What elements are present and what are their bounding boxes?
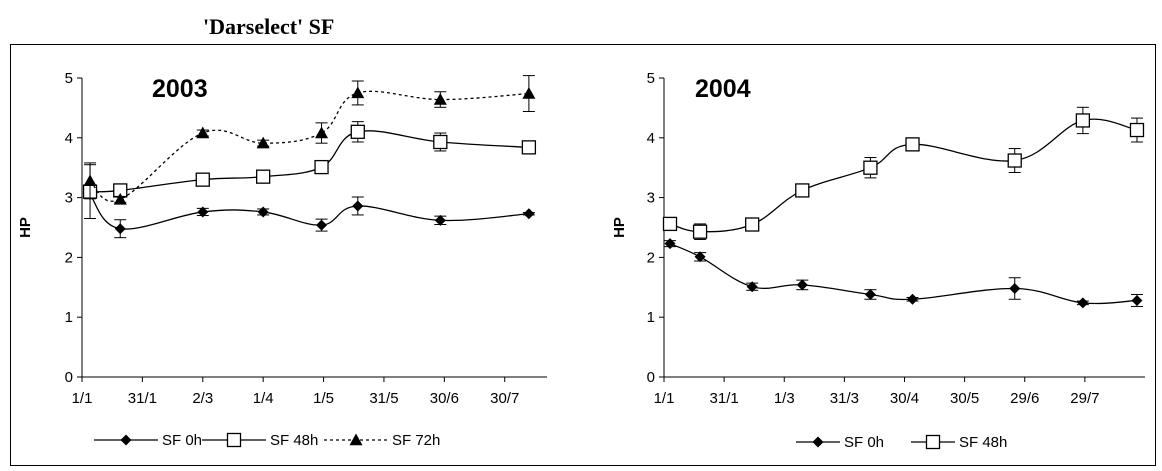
y-tick-label: 0: [65, 369, 73, 386]
data-point: [113, 192, 127, 205]
data-point: [1075, 113, 1091, 128]
data-point: [83, 174, 97, 187]
legend: SF 0h SF 48h SF 72h: [94, 432, 440, 449]
x-tick-label: 30/6: [430, 390, 459, 407]
x-tick-label: 30/7: [490, 390, 519, 407]
legend-marker: [812, 436, 824, 448]
legend-label: SF 0h: [162, 432, 202, 449]
figure-frame: [10, 44, 1156, 466]
x-tick-label: 30/4: [890, 390, 919, 407]
legend-marker: [120, 434, 132, 446]
data-point: [1129, 122, 1145, 138]
data-point: [257, 206, 269, 218]
data-point: [314, 159, 329, 175]
series-line: [669, 118, 1138, 233]
series-line: [90, 130, 529, 193]
legend-label: SF 0h: [844, 434, 884, 451]
data-point: [863, 160, 878, 175]
chart-title: 2004: [695, 75, 751, 103]
data-point: [522, 87, 536, 99]
data-point: [315, 126, 329, 139]
data-point: [745, 217, 760, 232]
y-tick-label: 3: [647, 190, 655, 207]
series-line: [89, 90, 529, 202]
data-point: [352, 200, 364, 212]
y-axis-label: HP: [611, 217, 628, 238]
y-tick-label: 0: [647, 369, 655, 386]
y-tick-label: 5: [65, 70, 73, 87]
data-point: [746, 281, 758, 293]
y-tick-label: 5: [647, 70, 655, 87]
y-tick-label: 1: [65, 309, 73, 326]
chart-title: 2003: [152, 75, 208, 103]
data-point: [1131, 294, 1143, 306]
data-point: [796, 279, 808, 291]
legend: SF 0h SF 48h: [796, 434, 1007, 451]
data-point: [521, 140, 537, 155]
data-point: [196, 126, 210, 139]
data-point: [523, 208, 535, 220]
data-point: [907, 293, 919, 305]
y-tick-label: 4: [647, 130, 655, 147]
legend-marker: [925, 434, 941, 450]
data-point: [433, 134, 448, 150]
x-tick-label: 2/3: [192, 390, 213, 407]
data-point: [795, 183, 810, 198]
figure-title: 'Darselect' SF: [203, 14, 335, 39]
series-sf-0h: [664, 238, 1143, 309]
legend-marker: [349, 433, 363, 446]
data-point: [1007, 153, 1022, 168]
data-point: [662, 216, 678, 232]
data-point: [664, 238, 676, 250]
legend-label: SF 72h: [392, 432, 440, 449]
y-tick-label: 4: [65, 130, 73, 147]
x-tick-label: 1/3: [774, 390, 795, 407]
x-tick-label: 29/6: [1010, 390, 1039, 407]
x-tick-label: 31/1: [710, 390, 739, 407]
y-tick-label: 2: [647, 249, 655, 266]
x-tick-label: 1/1: [72, 390, 93, 407]
data-point: [195, 172, 210, 187]
legend-marker: [226, 432, 242, 448]
x-tick-label: 29/7: [1070, 390, 1099, 407]
chart-2: 0 1 2 3 4 5 1/1 31/1 1/3 31/3 30/4 30/5 29/6 29/7 2004…: [611, 70, 1145, 451]
data-point: [1077, 297, 1089, 309]
chart-1: 0 1 2 3 4 5 1/1 31/1 2/3 1/4 1/5 31/5 30/6 30/7 2003 HP…: [17, 70, 547, 449]
data-point: [864, 288, 876, 300]
data-point: [350, 124, 365, 139]
legend-label: SF 48h: [270, 432, 318, 449]
data-point: [692, 224, 708, 239]
data-point: [256, 169, 271, 184]
series-sf-48h: [662, 106, 1145, 240]
data-point: [197, 206, 209, 218]
data-point: [905, 137, 920, 152]
data-point: [1009, 282, 1021, 294]
series-sf-0h: [84, 189, 535, 239]
y-tick-label: 3: [65, 190, 73, 207]
data-point: [694, 251, 706, 263]
y-axis-label: HP: [17, 217, 34, 238]
data-point: [433, 93, 447, 105]
y-tick-label: 1: [647, 309, 655, 326]
x-tick-label: 30/5: [950, 390, 979, 407]
series-sf-48h: [82, 121, 537, 220]
series-sf-72h: [83, 75, 536, 205]
x-tick-label: 1/1: [654, 390, 675, 407]
data-point: [434, 214, 446, 226]
data-point: [114, 223, 126, 235]
x-tick-label: 31/5: [369, 390, 398, 407]
series-line: [89, 194, 529, 230]
series-line: [669, 243, 1138, 305]
x-tick-label: 31/3: [830, 390, 859, 407]
y-tick-label: 2: [65, 249, 73, 266]
x-tick-label: 1/4: [253, 390, 274, 407]
x-tick-label: 31/1: [128, 390, 157, 407]
data-point: [256, 136, 270, 149]
data-point: [316, 219, 328, 231]
x-tick-label: 1/5: [313, 390, 334, 407]
data-point: [351, 86, 365, 99]
legend-label: SF 48h: [959, 434, 1007, 451]
